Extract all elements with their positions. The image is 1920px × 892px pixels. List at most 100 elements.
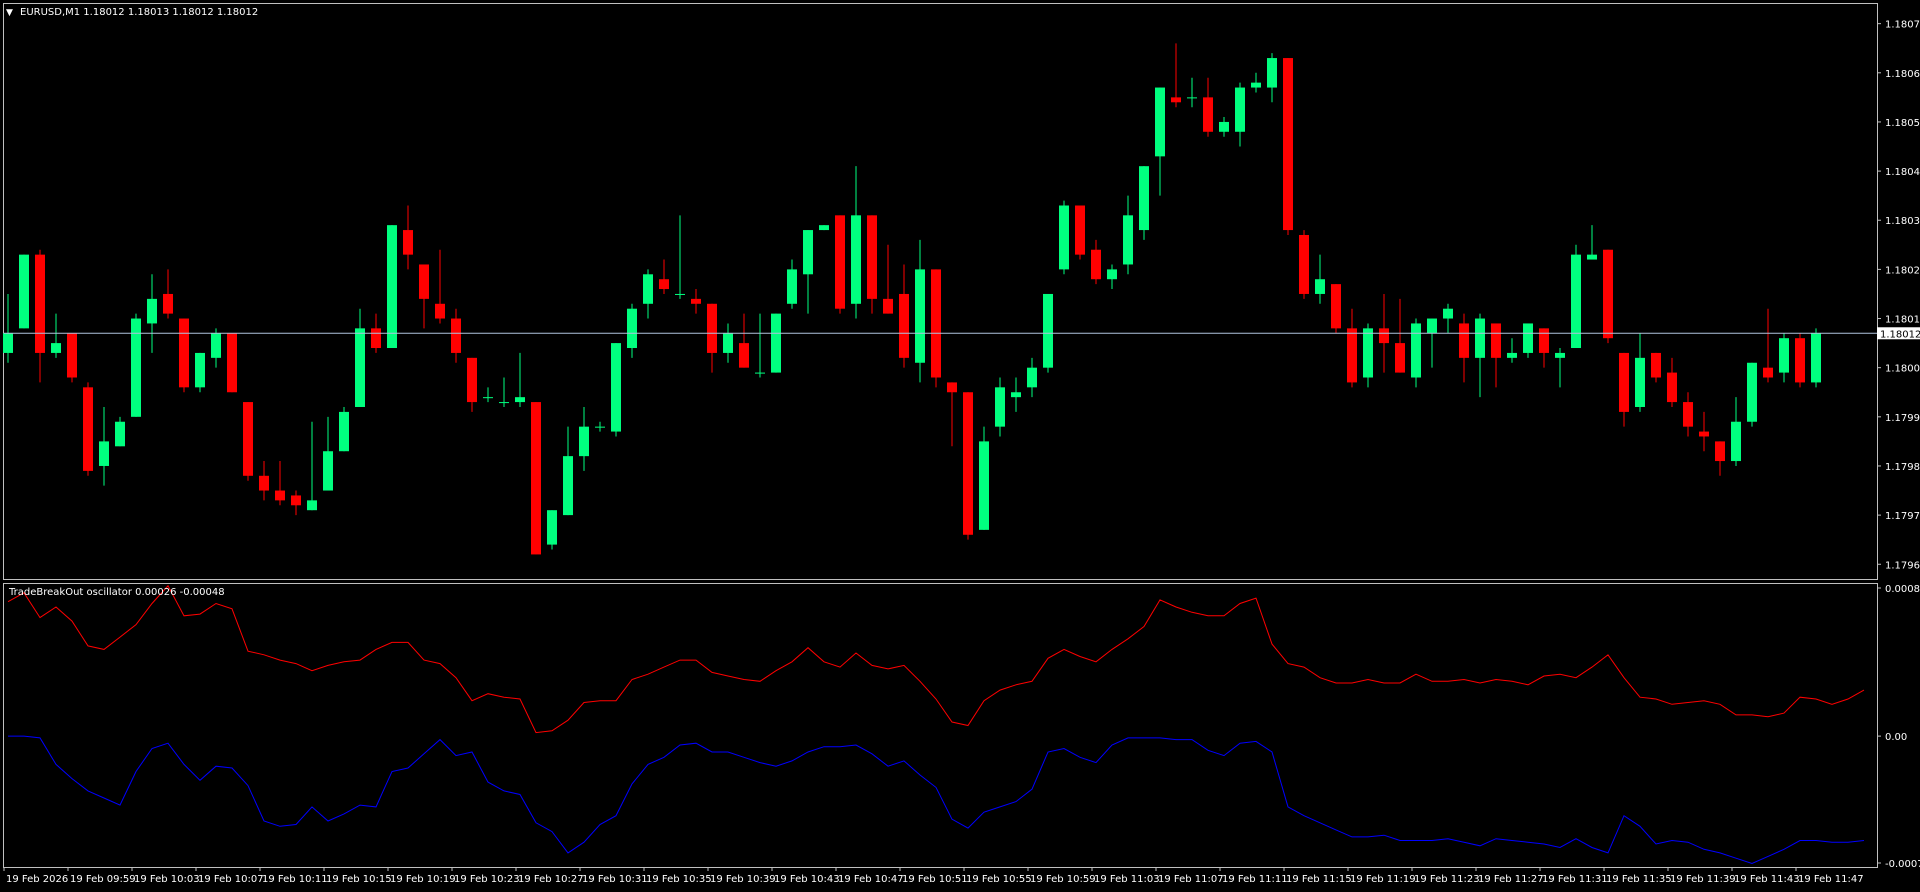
candle <box>643 269 653 319</box>
time-tick-label: 19 Feb 11:39 <box>1670 874 1736 885</box>
candle-body <box>1331 284 1341 329</box>
candle-body <box>883 298 893 314</box>
candle <box>1411 318 1421 388</box>
candle <box>1603 249 1613 344</box>
candle <box>131 313 141 417</box>
price-panel-frame <box>3 3 1878 580</box>
candle <box>147 274 157 353</box>
candle-body <box>1427 318 1437 334</box>
candle <box>1123 195 1133 275</box>
candle-body <box>259 475 269 491</box>
current-price-label: 1.18012 <box>1880 329 1920 340</box>
candle-body <box>659 279 669 290</box>
candle <box>435 249 445 324</box>
current-price-tag: 1.18012 <box>1877 327 1920 340</box>
candle-body <box>1219 121 1229 132</box>
time-tick-label: 19 Feb 11:19 <box>1350 874 1416 885</box>
candle-body <box>179 318 189 388</box>
candle <box>1091 239 1101 285</box>
candle-body <box>99 441 109 466</box>
candle-body <box>787 269 797 304</box>
candle-body <box>1203 97 1213 132</box>
candle-body <box>1539 328 1549 353</box>
candle-body <box>1747 362 1757 422</box>
oscillator-lower-line <box>8 735 1865 865</box>
candle <box>1235 82 1245 147</box>
price-tick-label: 1.18075 <box>1885 20 1920 31</box>
candle <box>1267 53 1277 103</box>
candle-body <box>307 500 317 511</box>
candle-body <box>291 495 301 506</box>
candle-body <box>947 382 957 393</box>
candle <box>659 259 669 294</box>
candle-body <box>451 318 461 353</box>
candle <box>67 333 77 383</box>
candle <box>963 392 973 540</box>
candle <box>307 421 317 511</box>
candle-body <box>1011 392 1021 398</box>
candle-body <box>995 387 1005 427</box>
candle <box>83 382 93 476</box>
candle-body <box>67 333 77 378</box>
candle-body <box>675 293 685 295</box>
candle-body <box>1683 402 1693 427</box>
candle <box>1459 313 1469 383</box>
candle <box>627 303 637 358</box>
candle-body <box>819 225 829 231</box>
candle <box>467 357 477 412</box>
candle <box>899 264 909 368</box>
candle-body <box>1155 87 1165 157</box>
candle <box>931 269 941 388</box>
candle-body <box>499 402 509 404</box>
candle-body <box>1027 367 1037 388</box>
candle-body <box>1043 293 1053 368</box>
candle-body <box>1091 249 1101 280</box>
candle-body <box>51 343 61 353</box>
candle-body <box>531 402 541 555</box>
candle-body <box>515 397 525 403</box>
time-tick-label: 19 Feb 11:11 <box>1222 874 1288 885</box>
price-tick-label: 1.18005 <box>1885 364 1920 375</box>
candle <box>979 426 989 530</box>
time-tick-label: 19 Feb 10:47 <box>838 874 904 885</box>
candle <box>3 293 13 363</box>
candle-body <box>467 357 477 403</box>
candle <box>771 313 781 373</box>
symbol-menu-icon[interactable]: ▼ <box>6 8 13 18</box>
candle-body <box>1251 82 1261 88</box>
candle-body <box>227 333 237 393</box>
candle-body <box>147 298 157 324</box>
time-tick-label: 19 Feb 10:03 <box>134 874 200 885</box>
candle <box>1667 357 1677 407</box>
candle <box>707 303 717 373</box>
candle <box>387 225 397 349</box>
candle <box>195 352 205 393</box>
candle <box>1331 284 1341 334</box>
candle <box>1699 411 1709 452</box>
candle <box>115 416 125 447</box>
price-tick-label: 1.17965 <box>1885 560 1920 571</box>
candle-body <box>595 426 605 428</box>
candle-body <box>19 254 29 329</box>
candle <box>1491 323 1501 388</box>
candle <box>1795 333 1805 388</box>
time-tick-label: 19 Feb 11:15 <box>1286 874 1352 885</box>
oscillator-tick-label: 0.00086 <box>1885 584 1920 595</box>
candle <box>243 402 253 481</box>
candle-body <box>1315 279 1325 294</box>
price-panel-title: EURUSD,M1 1.18012 1.18013 1.18012 1.1801… <box>20 7 258 18</box>
candle <box>915 239 925 383</box>
time-tick-label: 19 Feb 10:43 <box>774 874 840 885</box>
candle-body <box>739 343 749 368</box>
candle-body <box>435 303 445 319</box>
time-tick-label: 19 Feb 10:51 <box>902 874 968 885</box>
candle <box>1203 77 1213 137</box>
price-tick-label: 1.17995 <box>1885 413 1920 424</box>
candle <box>1027 357 1037 398</box>
candle-body <box>1731 421 1741 462</box>
candle-body <box>1075 205 1085 255</box>
time-tick-label: 19 Feb 10:31 <box>582 874 648 885</box>
time-tick-label: 19 Feb 11:23 <box>1414 874 1480 885</box>
